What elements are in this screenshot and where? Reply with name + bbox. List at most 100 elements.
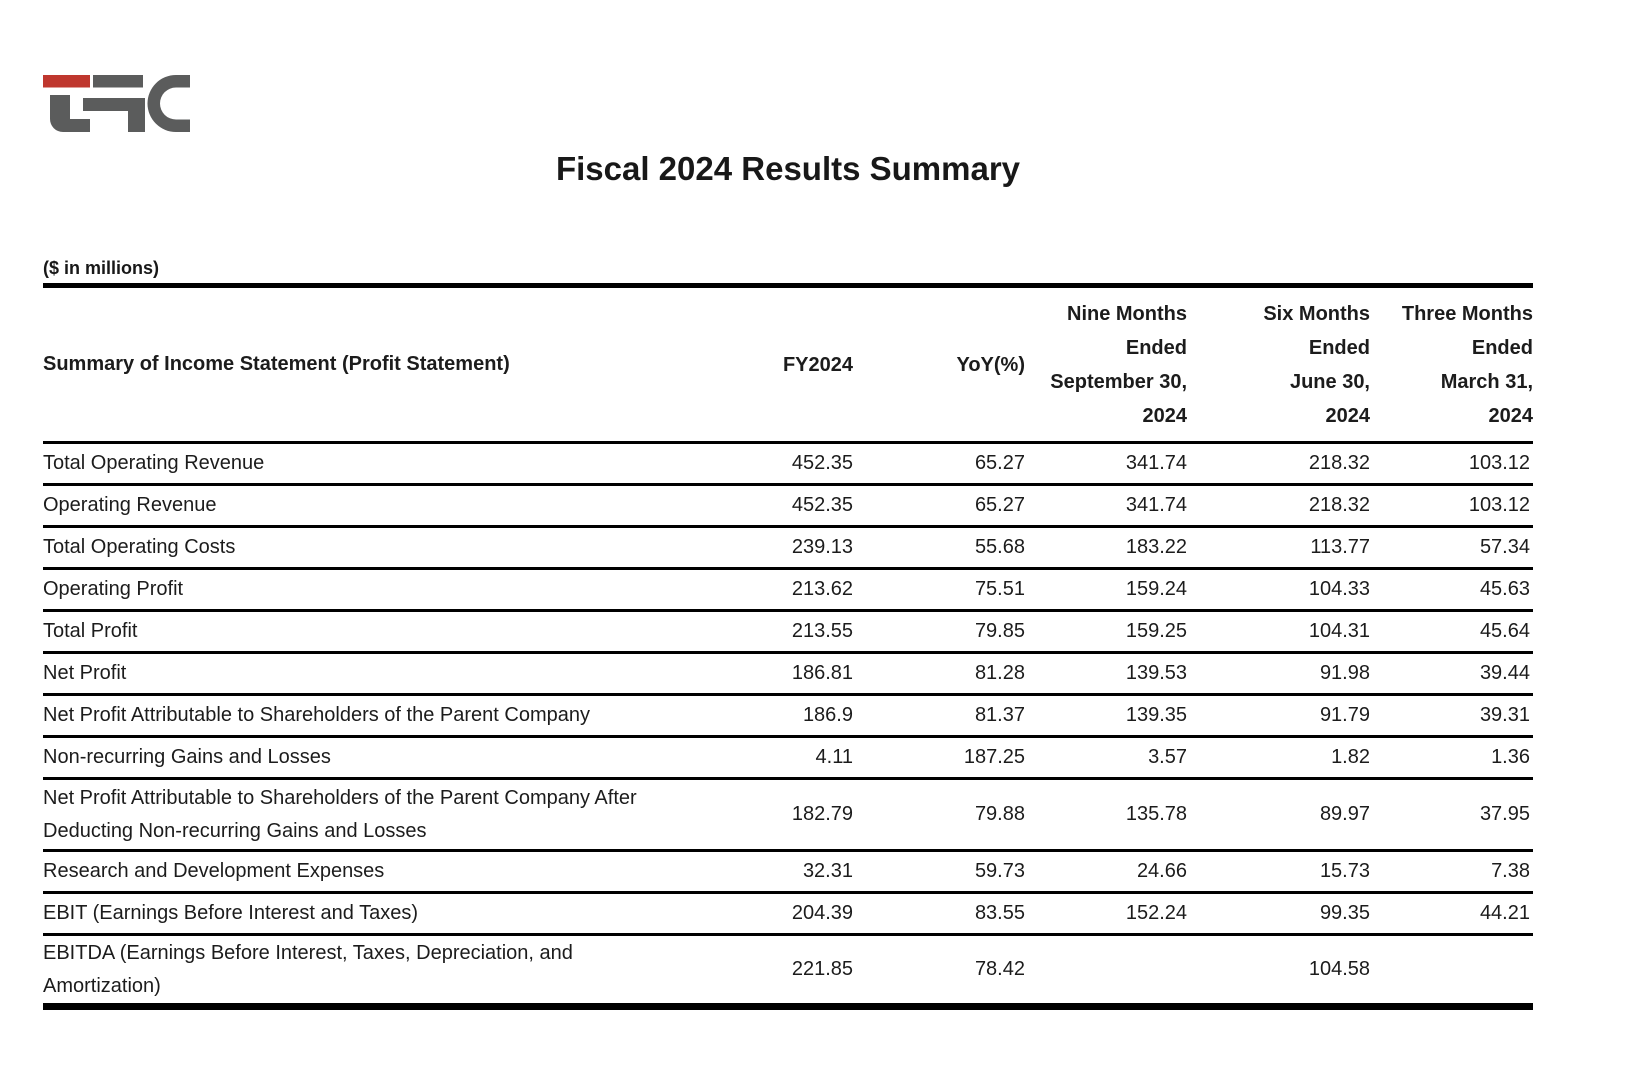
cell-value: 45.63 (1479, 578, 1530, 600)
cell-value: 57.34 (1479, 536, 1530, 558)
cell-value: 65.27 (974, 452, 1025, 474)
row-label: EBIT (Earnings Before Interest and Taxes… (43, 902, 419, 924)
row-label: Net Profit Attributable to Shareholders … (43, 704, 590, 726)
cell-value: 104.33 (1308, 578, 1370, 600)
cell-value: 341.74 (1125, 494, 1187, 516)
cell-value: 183.22 (1125, 536, 1187, 558)
cell-value: 186.9 (802, 704, 853, 726)
header-col-fy2024: FY2024 (782, 353, 853, 376)
cell-value: 59.73 (974, 860, 1025, 882)
row-label: Operating Revenue (43, 494, 217, 516)
logo-letter-f-icon (83, 75, 145, 132)
cell-value: 15.73 (1319, 860, 1370, 882)
cell-value: 221.85 (791, 958, 853, 980)
table-row: Research and Development Expenses 32.31 … (43, 851, 1533, 893)
table-row: Net Profit 186.81 81.28 139.53 91.98 39.… (43, 653, 1533, 695)
cell-value: 91.79 (1319, 704, 1370, 726)
row-label: Total Operating Revenue (43, 452, 265, 474)
table-row: Total Profit 213.55 79.85 159.25 104.31 … (43, 611, 1533, 653)
row-label: Non-recurring Gains and Losses (43, 746, 331, 768)
cell-value: 81.37 (974, 704, 1025, 726)
cell-value: 103.12 (1468, 494, 1530, 516)
header-col-nine-months: Nine Months Ended September 30, 2024 (1050, 302, 1187, 427)
logo-red-bar (43, 75, 90, 88)
cell-value: 1.82 (1331, 746, 1370, 768)
cell-value: 39.31 (1479, 704, 1530, 726)
cell-value: 75.51 (974, 578, 1025, 600)
cell-value: 81.28 (974, 662, 1025, 684)
row-label: Total Operating Costs (43, 536, 236, 558)
cell-value: 83.55 (974, 902, 1025, 924)
row-label: Net Profit (43, 662, 127, 684)
cell-value: 187.25 (963, 746, 1025, 768)
cell-value: 452.35 (791, 494, 853, 516)
cell-value: 24.66 (1136, 860, 1187, 882)
cell-value: 159.25 (1125, 620, 1187, 642)
cell-value: 186.81 (791, 662, 853, 684)
cell-value (1025, 935, 1187, 1007)
cell-value: 104.31 (1308, 620, 1370, 642)
row-label: Research and Development Expenses (43, 860, 385, 882)
units-note: ($ in millions) (43, 258, 160, 278)
logo-letter-c-icon (147, 75, 190, 132)
cell-value: 79.88 (974, 803, 1025, 825)
cell-value: 39.44 (1479, 662, 1530, 684)
cell-value: 1.36 (1491, 746, 1530, 768)
cell-value (1370, 935, 1533, 1007)
table-header-row: Summary of Income Statement (Profit Stat… (43, 286, 1533, 443)
cell-value: 91.98 (1319, 662, 1370, 684)
cell-value: 44.21 (1479, 902, 1530, 924)
header-col-three-months: Three Months Ended March 31, 2024 (1401, 302, 1533, 427)
cell-value: 213.62 (791, 578, 853, 600)
row-label: Net Profit Attributable to Shareholders … (43, 786, 637, 842)
cell-value: 139.53 (1125, 662, 1187, 684)
cell-value: 104.58 (1308, 958, 1370, 980)
row-label: Total Profit (43, 620, 138, 642)
header-col-six-months: Six Months Ended June 30, 2024 (1263, 302, 1370, 427)
table-row: EBIT (Earnings Before Interest and Taxes… (43, 893, 1533, 935)
cell-value: 4.11 (815, 746, 853, 768)
cell-value: 55.68 (974, 536, 1025, 558)
table-row: Operating Revenue 452.35 65.27 341.74 21… (43, 485, 1533, 527)
logo-letter-l-icon (43, 75, 90, 132)
cell-value: 45.64 (1479, 620, 1530, 642)
cell-value: 37.95 (1479, 803, 1530, 825)
cell-value: 452.35 (791, 452, 853, 474)
cell-value: 78.42 (974, 958, 1025, 980)
cell-value: 213.55 (791, 620, 853, 642)
cell-value: 135.78 (1125, 803, 1187, 825)
table-row: Net Profit Attributable to Shareholders … (43, 779, 1533, 851)
cell-value: 89.97 (1319, 803, 1370, 825)
cell-value: 3.57 (1148, 746, 1187, 768)
cell-value: 239.13 (791, 536, 853, 558)
cell-value: 139.35 (1125, 704, 1187, 726)
cell-value: 152.24 (1125, 902, 1187, 924)
cell-value: 113.77 (1310, 536, 1370, 558)
cell-value: 79.85 (974, 620, 1025, 642)
cell-value: 7.38 (1491, 860, 1530, 882)
table-row: Total Operating Revenue 452.35 65.27 341… (43, 443, 1533, 485)
table-row: Total Operating Costs 239.13 55.68 183.2… (43, 527, 1533, 569)
cell-value: 341.74 (1125, 452, 1187, 474)
company-logo (43, 75, 190, 132)
cell-value: 103.12 (1468, 452, 1530, 474)
cell-value: 204.39 (791, 902, 853, 924)
row-label: EBITDA (Earnings Before Interest, Taxes,… (43, 941, 573, 997)
header-row-label: Summary of Income Statement (Profit Stat… (43, 353, 510, 375)
cell-value: 99.35 (1319, 902, 1370, 924)
cell-value: 32.31 (802, 860, 853, 882)
cell-value: 218.32 (1308, 452, 1370, 474)
table-row: Non-recurring Gains and Losses 4.11 187.… (43, 737, 1533, 779)
cell-value: 65.27 (974, 494, 1025, 516)
row-label: Operating Profit (43, 578, 184, 600)
table-row: Net Profit Attributable to Shareholders … (43, 695, 1533, 737)
cell-value: 218.32 (1308, 494, 1370, 516)
table-row: EBITDA (Earnings Before Interest, Taxes,… (43, 935, 1533, 1007)
table-row: Operating Profit 213.62 75.51 159.24 104… (43, 569, 1533, 611)
header-col-yoy: YoY(%) (956, 353, 1025, 376)
income-statement-table: Summary of Income Statement (Profit Stat… (43, 283, 1533, 1010)
page-title: Fiscal 2024 Results Summary (555, 150, 1021, 187)
cell-value: 182.79 (791, 803, 853, 825)
cell-value: 159.24 (1125, 578, 1187, 600)
